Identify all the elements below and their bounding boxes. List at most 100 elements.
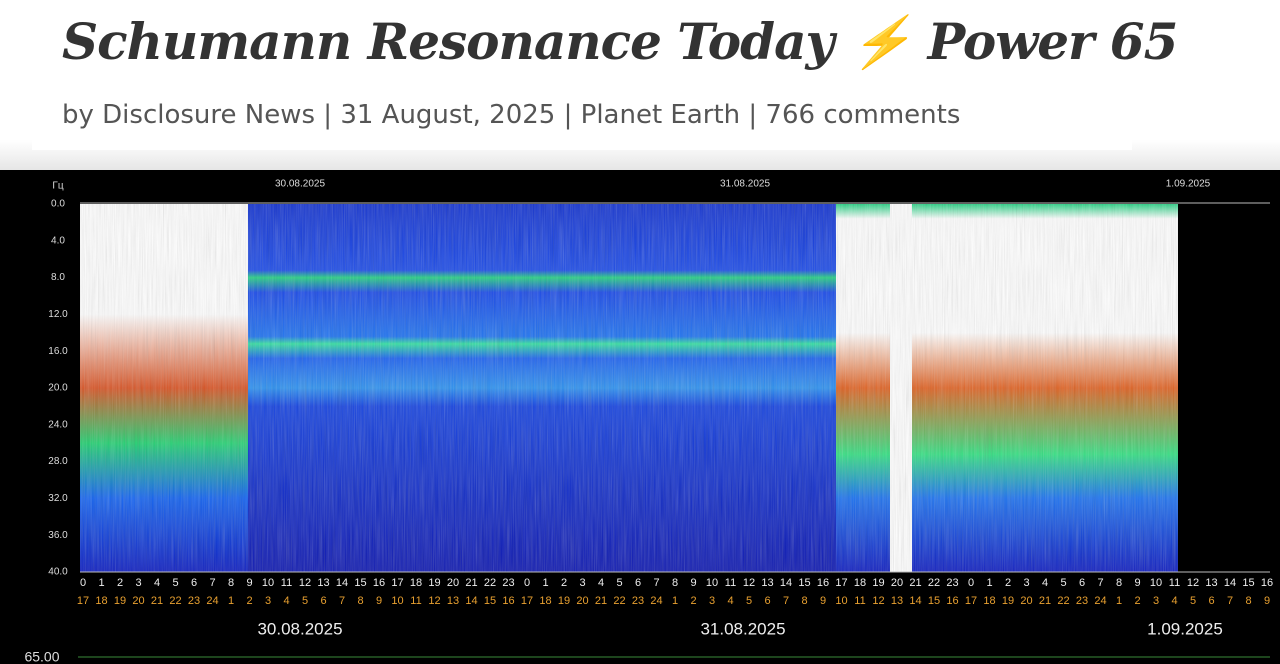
- local-hour-label: 17: [77, 595, 89, 607]
- hour-label: 22: [928, 577, 940, 589]
- local-hour-label: 19: [1002, 595, 1014, 607]
- local-hour-label: 3: [265, 595, 271, 607]
- local-hour-label: 18: [539, 595, 551, 607]
- hour-label: 14: [780, 577, 792, 589]
- local-hour-label: 12: [872, 595, 884, 607]
- local-hour-label: 24: [1094, 595, 1106, 607]
- hour-label: 0: [968, 577, 974, 589]
- local-hour-label: 7: [339, 595, 345, 607]
- hour-label: 18: [854, 577, 866, 589]
- local-hour-label: 4: [727, 595, 733, 607]
- hour-label: 4: [1042, 577, 1048, 589]
- y-label: 40.0: [48, 567, 68, 578]
- local-hour-label: 1: [1116, 595, 1122, 607]
- local-hour-label: 16: [502, 595, 514, 607]
- local-hour-label: 11: [410, 595, 421, 607]
- spectrogram-image: Гц 0.0 4.0 8.0 12.0 16.0 20.0 24.0 28.0 32.0 36.0 4…: [0, 170, 1280, 664]
- local-hour-label: 19: [114, 595, 126, 607]
- local-hour-label: 10: [835, 595, 847, 607]
- local-hour-label: 8: [357, 595, 363, 607]
- local-hour-label: 5: [746, 595, 752, 607]
- header: Schumann Resonance Today ⚡ Power 65 by D…: [0, 0, 1280, 170]
- local-hour-label: 1: [672, 595, 678, 607]
- hour-label: 0: [524, 577, 530, 589]
- local-hour-label: 3: [709, 595, 715, 607]
- local-hour-label: 3: [1153, 595, 1159, 607]
- hour-label: 16: [817, 577, 829, 589]
- local-hour-label: 23: [188, 595, 200, 607]
- local-hour-label: 9: [376, 595, 382, 607]
- local-hour-label: 11: [854, 595, 865, 607]
- hour-label: 1: [98, 577, 104, 589]
- hour-label: 4: [154, 577, 160, 589]
- local-hour-label: 24: [650, 595, 662, 607]
- local-hour-label: 15: [928, 595, 940, 607]
- hour-label: 21: [465, 577, 477, 589]
- y-label: 4.0: [51, 235, 65, 246]
- local-hour-label: 6: [764, 595, 770, 607]
- local-hour-label: 13: [891, 595, 903, 607]
- local-hour-label: 16: [946, 595, 958, 607]
- hour-label: 17: [835, 577, 847, 589]
- hour-label: 5: [172, 577, 178, 589]
- y-label: 24.0: [48, 419, 68, 430]
- y-label: 16.0: [48, 346, 68, 357]
- hour-label: 9: [246, 577, 252, 589]
- hour-label: 10: [262, 577, 274, 589]
- hour-label: 18: [410, 577, 422, 589]
- hour-label: 23: [946, 577, 958, 589]
- y-label: 28.0: [48, 456, 68, 467]
- hour-label: 7: [1097, 577, 1103, 589]
- hour-label: 2: [117, 577, 123, 589]
- hour-label: 10: [1150, 577, 1162, 589]
- hour-label: 23: [502, 577, 514, 589]
- local-hour-label: 5: [1190, 595, 1196, 607]
- local-hour-label: 2: [1134, 595, 1140, 607]
- hour-label: 7: [653, 577, 659, 589]
- local-hour-label: 21: [1039, 595, 1051, 607]
- y-label: 32.0: [48, 493, 68, 504]
- date-label: 31.08.2025: [720, 179, 770, 190]
- local-hour-label: 14: [465, 595, 477, 607]
- hour-label: 3: [1023, 577, 1029, 589]
- y-label: 36.0: [48, 530, 68, 541]
- y-label: 12.0: [48, 309, 68, 320]
- local-hour-label: 7: [1227, 595, 1233, 607]
- hour-label: 12: [743, 577, 755, 589]
- hour-label: 11: [281, 577, 292, 589]
- hour-label: 8: [228, 577, 234, 589]
- hour-label: 22: [484, 577, 496, 589]
- local-hour-label: 17: [965, 595, 977, 607]
- local-hour-label: 4: [283, 595, 289, 607]
- hour-label: 3: [135, 577, 141, 589]
- local-hour-label: 4: [1171, 595, 1177, 607]
- hour-label: 2: [1005, 577, 1011, 589]
- hour-label: 6: [1079, 577, 1085, 589]
- date-label: 30.08.2025: [275, 179, 325, 190]
- local-hour-label: 18: [983, 595, 995, 607]
- hour-label: 14: [336, 577, 348, 589]
- date-label: 1.09.2025: [1147, 619, 1223, 638]
- hour-label: 0: [80, 577, 86, 589]
- local-hour-label: 13: [447, 595, 459, 607]
- local-hour-label: 22: [613, 595, 625, 607]
- local-hour-label: 9: [1264, 595, 1270, 607]
- local-hour-label: 17: [521, 595, 533, 607]
- y-label: 0.0: [51, 199, 65, 210]
- date-label: 31.08.2025: [700, 619, 785, 638]
- hour-label: 13: [1205, 577, 1217, 589]
- y-label: 20.0: [48, 383, 68, 394]
- article-title: Schumann Resonance Today ⚡ Power 65: [62, 12, 1178, 71]
- hour-label: 16: [373, 577, 385, 589]
- hour-label: 5: [1060, 577, 1066, 589]
- hour-label: 2: [561, 577, 567, 589]
- article-header: Schumann Resonance Today ⚡ Power 65 by D…: [32, 0, 1178, 150]
- hour-label: 16: [1261, 577, 1273, 589]
- hour-label: 10: [706, 577, 718, 589]
- power-label: 65.00: [24, 649, 59, 664]
- local-hour-label: 14: [909, 595, 921, 607]
- hour-label: 21: [909, 577, 921, 589]
- local-hour-label: 7: [783, 595, 789, 607]
- local-hour-label: 10: [391, 595, 403, 607]
- local-hour-label: 21: [151, 595, 163, 607]
